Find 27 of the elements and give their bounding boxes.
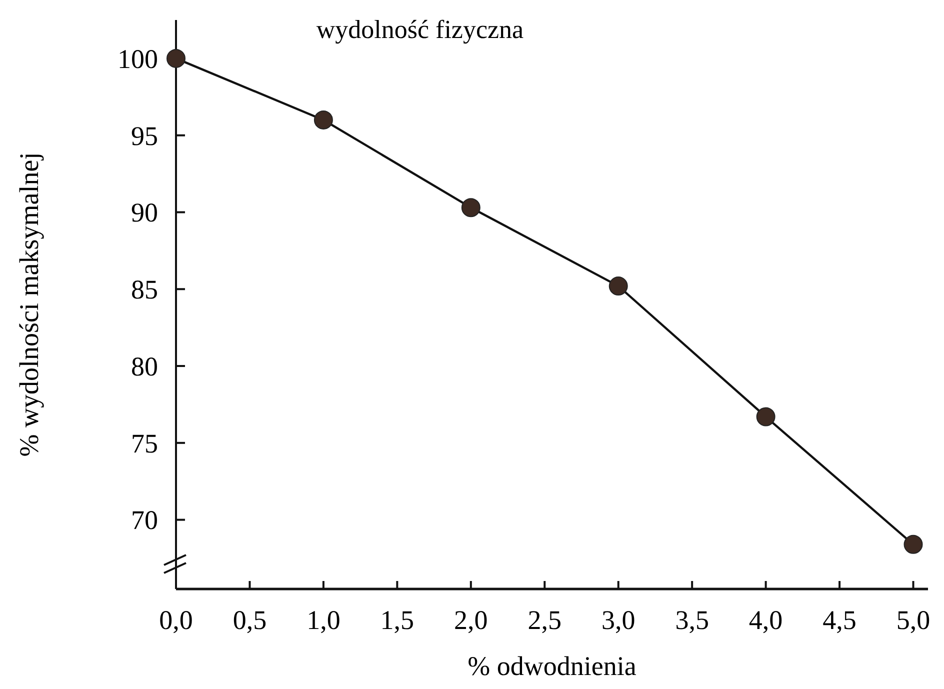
x-tick-label: 2,5 [528, 605, 562, 635]
chart-title: wydolność fizyczna [316, 15, 524, 44]
y-tick-label: 100 [118, 44, 158, 74]
x-tick-label: 4,5 [822, 605, 856, 635]
x-tick-label: 3,0 [601, 605, 636, 635]
x-tick-label: 1,5 [380, 605, 414, 635]
x-tick-label: 4,0 [748, 605, 783, 635]
x-tick-label: 2,0 [454, 605, 488, 635]
y-tick-label: 75 [131, 428, 158, 458]
x-tick-label: 1,0 [306, 605, 340, 635]
x-tick-label: 0,5 [232, 605, 267, 635]
y-tick-label: 95 [131, 120, 158, 151]
x-tick-label: 3,5 [675, 605, 709, 635]
x-tick-label: 0,0 [159, 605, 193, 635]
y-tick-label: 70 [131, 505, 158, 536]
y-axis-title: % wydolności maksymalnej [14, 152, 44, 457]
y-tick-label: 85 [131, 274, 158, 305]
y-tick-label: 80 [131, 351, 158, 382]
point [608, 276, 628, 296]
point [314, 110, 333, 130]
point [756, 407, 776, 426]
y-tick-label: 90 [131, 198, 158, 228]
point [461, 198, 480, 218]
point [904, 534, 923, 554]
x-axis-title: % odwodnienia [468, 651, 636, 681]
point [166, 48, 186, 68]
x-tick-label: 5,0 [896, 605, 930, 635]
